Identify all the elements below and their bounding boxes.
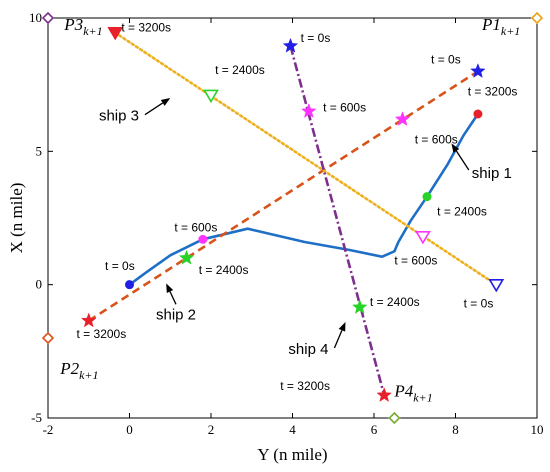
p2-label-sub: k+1 <box>79 368 98 382</box>
y-tick-label: 5 <box>36 143 43 158</box>
ship2-label-3200: t = 3200s <box>77 327 127 341</box>
x-tick-label: -2 <box>43 422 54 437</box>
series-lines <box>88 31 498 396</box>
ship3-label-arrow-shaft <box>144 102 164 116</box>
ship4-label-arrow-head <box>338 322 346 332</box>
ship1-label-arrow-head <box>451 143 460 153</box>
p2-label: P2k+1 <box>59 359 98 382</box>
x-tick-label: 8 <box>452 422 459 437</box>
ship3-label-2400: t = 2400s <box>215 63 265 77</box>
p1-label-sub: k+1 <box>501 24 520 38</box>
p1-diamond-marker <box>530 11 544 25</box>
annotations: t = 3200s t = 2400s t = 0s t = 0s t = 600s t … <box>59 15 520 405</box>
ship3-label-3200: t = 3200s <box>121 20 171 34</box>
p1-label-base: P1 <box>481 15 501 34</box>
p4-label-sub: k+1 <box>413 391 432 405</box>
ship2-label-0: t = 0s <box>431 52 461 66</box>
p3-diamond-marker <box>41 11 55 25</box>
ship1-t2400-marker <box>422 192 432 202</box>
y-tick-label: -5 <box>31 410 42 425</box>
x-tick-label: 0 <box>126 422 133 437</box>
ship3-t3200-marker <box>107 26 124 41</box>
ship4-label-3200: t = 3200s <box>280 379 330 393</box>
ship1-label: ship 1 <box>472 165 512 182</box>
ship2-label-2400: t = 2400s <box>199 263 249 277</box>
y-tick-label: 0 <box>36 277 43 292</box>
p3-label-sub: k+1 <box>83 24 102 38</box>
ship4-label-0: t = 0s <box>301 31 331 45</box>
y-tick-label: 10 <box>29 10 42 25</box>
ship2-label-600: t = 600s <box>415 132 458 146</box>
ship2-label: ship 2 <box>156 306 196 323</box>
ship3-label-arrow-head <box>160 98 171 106</box>
ship1-label-2400: t = 2400s <box>437 204 487 218</box>
y-axis-label: X (n mile) <box>7 183 26 254</box>
ship-4-trajectory <box>289 45 386 396</box>
ship3-t2400-marker <box>203 89 219 104</box>
ship4-label-600: t = 600s <box>323 100 366 114</box>
p2-diamond-marker <box>41 331 55 345</box>
ship3-label-0: t = 0s <box>464 296 494 310</box>
ship3-label: ship 3 <box>99 108 139 125</box>
x-tick-label: 2 <box>208 422 215 437</box>
ship1-t3200-marker <box>125 280 134 290</box>
ship3-t0-marker <box>488 278 505 293</box>
ship1-label-arrow-shaft <box>455 150 470 171</box>
ship2-label-arrow-head <box>166 283 174 293</box>
ship1-label-0: t = 0s <box>105 259 135 273</box>
x-tick-label: 10 <box>531 422 544 437</box>
ship-3-trajectory <box>113 31 498 287</box>
ship-2-trajectory <box>88 70 479 322</box>
ship4-t0-marker <box>282 37 299 53</box>
x-tick-label: 4 <box>289 422 296 437</box>
p2-label-base: P2 <box>59 359 79 378</box>
p4-label-base: P4 <box>393 382 413 401</box>
ship4-t600-marker <box>301 103 317 118</box>
p3-label: P3k+1 <box>63 15 102 38</box>
ship4-label-arrow-shaft <box>333 330 343 349</box>
ship2-t2400-marker <box>178 249 195 265</box>
ship3-label-600: t = 600s <box>394 254 437 268</box>
ship1-label-600: t = 600s <box>174 220 217 234</box>
ship2-t0-marker <box>470 63 486 78</box>
markers <box>41 11 544 425</box>
ship3-t600-marker <box>415 230 431 245</box>
p1-label: P1k+1 <box>481 15 520 38</box>
ship1-label-3200: t = 3200s <box>468 84 518 98</box>
x-axis-label: Y (n mile) <box>257 445 327 464</box>
ship2-t600-marker <box>394 111 411 126</box>
ship4-t3200-marker <box>376 387 392 402</box>
p4-diamond-marker <box>388 411 401 425</box>
ship1-t0-marker <box>473 109 483 119</box>
ship4-t2400-marker <box>351 299 368 314</box>
x-tick-label: 6 <box>371 422 378 437</box>
ship1-t600-marker <box>198 234 208 244</box>
axes: -2 0 2 4 6 8 10 -5 0 5 10 Y (n mile) X (n mile) <box>7 10 544 464</box>
p3-label-base: P3 <box>63 15 83 34</box>
ship4-label: ship 4 <box>288 341 328 358</box>
p4-label: P4k+1 <box>393 382 432 405</box>
ship4-label-2400: t = 2400s <box>370 295 420 309</box>
ship-arrows <box>144 98 470 349</box>
ship2-t3200-marker <box>80 312 97 328</box>
ship2-label-arrow-shaft <box>169 291 177 305</box>
ship-1-trajectory <box>128 113 479 286</box>
